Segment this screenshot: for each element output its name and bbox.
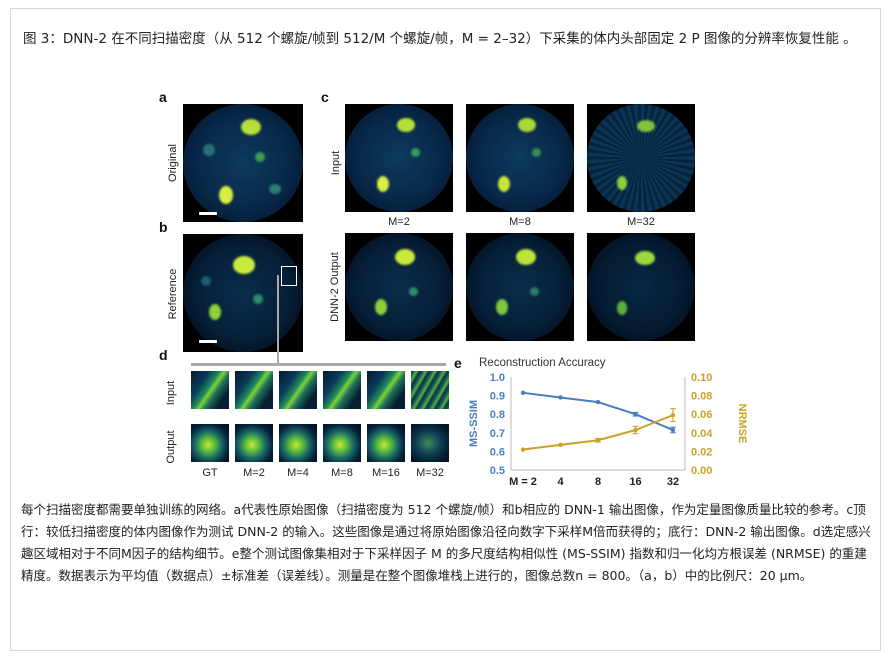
d-col-m8: M=8 (331, 467, 353, 479)
panel-label-c: c (321, 89, 329, 105)
image-output-m2 (345, 233, 453, 341)
d-col-m4: M=4 (287, 467, 309, 479)
reconstruction-accuracy-chart: 1.0 0.9 0.8 0.7 0.6 0.5 0.10 0.08 0.06 0.04 0.02 0.… (468, 372, 748, 488)
d-col-gt: GT (202, 467, 218, 479)
row-label-original: Original (167, 144, 179, 182)
data-point (558, 442, 563, 448)
image-input-m2 (345, 104, 453, 212)
scale-bar (199, 340, 217, 343)
row-label-dnn2-output: DNN-2 Output (329, 252, 341, 322)
panel-label-b: b (159, 219, 168, 235)
roi-box (281, 266, 297, 286)
data-point (558, 395, 563, 400)
y-right-tick-label: 0.06 (691, 409, 712, 421)
thumb-input-gt (191, 371, 229, 409)
x-tick-label: 4 (557, 476, 564, 488)
d-col-m16: M=16 (372, 467, 400, 479)
y-left-tick-label: 1.0 (490, 372, 505, 384)
thumb-input-m8 (323, 371, 361, 409)
row-label-d-output: Output (165, 430, 177, 464)
chart-title: Reconstruction Accuracy (479, 357, 606, 369)
panel-label-d: d (159, 347, 168, 363)
image-input-m8 (466, 104, 574, 212)
image-reference (183, 234, 303, 352)
y-right-tick-label: 0.04 (691, 428, 713, 440)
image-input-m32 (587, 104, 695, 212)
y-right-tick-label: 0.10 (691, 372, 712, 384)
x-tick-label: 32 (667, 476, 679, 488)
y-left-tick-label: 0.8 (490, 409, 505, 421)
data-point (633, 412, 638, 417)
x-tick-label: M = 2 (509, 476, 537, 488)
d-col-m2: M=2 (243, 467, 265, 479)
thumb-output-m32 (411, 424, 449, 462)
y-right-axis-label: NRMSE (736, 404, 748, 444)
y-left-tick-label: 0.5 (490, 465, 505, 477)
data-point (520, 447, 526, 452)
data-point (520, 390, 526, 396)
figure-caption: 每个扫描密度都需要单独训练的网络。a代表性原始图像（扫描密度为 512 个螺旋/… (21, 502, 871, 583)
thumb-output-m2 (235, 424, 273, 462)
column-label-m8: M=8 (509, 216, 531, 228)
image-output-m8 (466, 233, 574, 341)
row-label-input: Input (330, 150, 342, 176)
panel-label-a: a (159, 89, 167, 105)
y-left-tick-label: 0.6 (490, 446, 505, 458)
data-point (670, 427, 676, 433)
figure-card: 图 3：DNN-2 在不同扫描密度（从 512 个螺旋/帧到 512/M 个螺旋… (10, 8, 881, 651)
thumb-input-m4 (279, 371, 317, 409)
thumb-output-m8 (323, 424, 361, 462)
y-left-tick-label: 0.9 (490, 391, 505, 403)
figure-title: 图 3：DNN-2 在不同扫描密度（从 512 个螺旋/帧到 512/M 个螺旋… (23, 31, 857, 47)
data-point (595, 399, 601, 405)
d-col-m32: M=32 (416, 467, 444, 479)
thumb-output-m16 (367, 424, 405, 462)
thumb-input-m32 (411, 371, 449, 409)
thumb-output-gt (191, 424, 229, 462)
row-label-reference: Reference (167, 268, 179, 320)
x-tick-label: 8 (595, 476, 601, 488)
column-label-m2: M=2 (388, 216, 410, 228)
data-point (595, 438, 601, 443)
data-point (670, 412, 676, 418)
thumb-input-m16 (367, 371, 405, 409)
thumb-input-m2 (235, 371, 273, 409)
roi-connector (277, 275, 279, 363)
image-original (183, 104, 303, 222)
data-point (633, 427, 638, 433)
scale-bar (199, 212, 217, 215)
thumb-output-m4 (279, 424, 317, 462)
image-output-m32 (587, 233, 695, 341)
y-left-axis-label: MS-SSIM (468, 400, 480, 447)
d-header-bar (191, 363, 446, 366)
column-label-m32: M=32 (627, 216, 655, 228)
y-right-tick-label: 0.02 (691, 446, 712, 458)
x-tick-label: 16 (629, 476, 641, 488)
panel-label-e: e (454, 355, 462, 371)
row-label-d-input: Input (165, 380, 177, 406)
y-right-tick-label: 0.00 (691, 465, 712, 477)
y-left-tick-label: 0.7 (490, 428, 505, 440)
y-right-tick-label: 0.08 (691, 391, 712, 403)
